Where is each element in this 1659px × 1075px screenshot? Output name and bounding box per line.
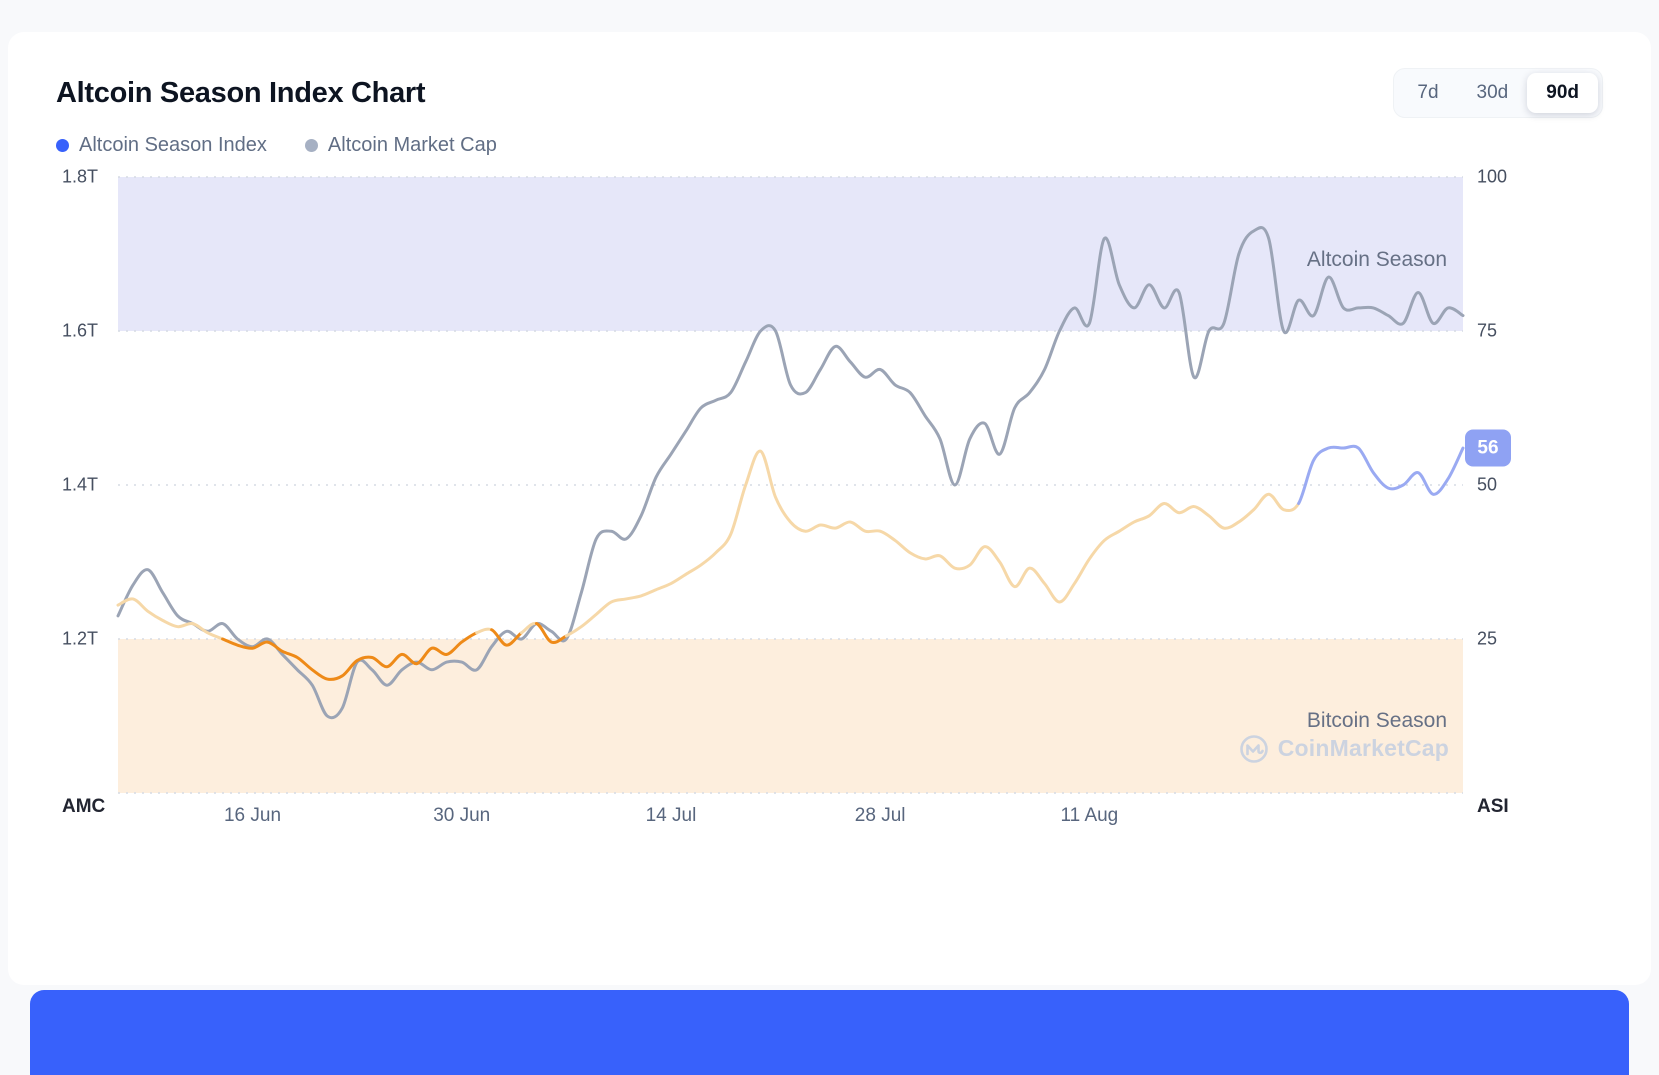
- asi-line-segment: [566, 451, 1298, 636]
- page-title: Altcoin Season Index Chart: [56, 76, 426, 109]
- altcoin-season-index-card: Altcoin Season Index Chart 7d 30d 90d Al…: [8, 32, 1651, 985]
- x-axis: 16 Jun 30 Jun 14 Jul 28 Jul 11 Aug: [118, 805, 1463, 835]
- card-header: Altcoin Season Index Chart 7d 30d 90d: [56, 68, 1603, 118]
- legend-item-altcoin-market-cap[interactable]: Altcoin Market Cap: [304, 134, 497, 157]
- y-axis-right-tick-75: 75: [1477, 320, 1498, 341]
- altcoin-season-band-label: Altcoin Season: [1306, 248, 1447, 272]
- chart-svg: [118, 177, 1463, 793]
- watermark-text: CoinMarketCap: [1277, 735, 1449, 762]
- current-value-badge: 56: [1465, 429, 1511, 467]
- chart-legend: Altcoin Season Index Altcoin Market Cap: [56, 134, 1603, 157]
- y-axis-left-title-amc: AMC: [62, 796, 106, 817]
- x-axis-label: 30 Jun: [433, 805, 491, 826]
- asi-line-segment: [492, 630, 522, 645]
- y-axis-right-title-asi: ASI: [1477, 796, 1509, 817]
- bitcoin-season-band-label: Bitcoin Season: [1306, 708, 1447, 732]
- coinmarketcap-logo-icon: [1239, 734, 1268, 763]
- x-axis-label: 16 Jun: [223, 805, 282, 826]
- legend-item-altcoin-season-index[interactable]: Altcoin Season Index: [56, 134, 267, 157]
- asi-line-segment: [1299, 446, 1463, 503]
- range-button-30d[interactable]: 30d: [1458, 73, 1528, 113]
- x-axis-label: 28 Jul: [854, 805, 906, 826]
- asi-line-segment: [536, 624, 566, 643]
- asi-line-segment: [477, 629, 492, 633]
- asi-line-segment: [118, 599, 223, 639]
- asi-line-segment: [223, 633, 477, 680]
- coinmarketcap-watermark: CoinMarketCap: [1238, 733, 1449, 765]
- footer-accent-bar: [30, 990, 1629, 1075]
- chart-area: 1.8T 1.6T 1.4T 1.2T AMC 100 75 50 25 ASI…: [56, 167, 1603, 817]
- amc-line: [118, 228, 1463, 718]
- band-0: [118, 177, 1463, 331]
- legend-label-asi: Altcoin Season Index: [79, 134, 267, 156]
- legend-dot-amc-icon: [304, 139, 318, 152]
- range-button-7d[interactable]: 7d: [1398, 73, 1457, 113]
- range-button-90d[interactable]: 90d: [1527, 73, 1598, 113]
- x-axis-label: 14 Jul: [645, 805, 697, 826]
- x-axis-label: 11 Aug: [1060, 805, 1119, 826]
- y-axis-right-tick-100: 100: [1477, 166, 1508, 187]
- y-axis-left-tick-1-8t: 1.8T: [62, 166, 99, 187]
- chart-plot-area[interactable]: Altcoin Season Bitcoin Season CoinMarket…: [118, 177, 1511, 793]
- legend-dot-asi-icon: [56, 139, 69, 152]
- y-axis-left-tick-1-4t: 1.4T: [62, 474, 99, 495]
- y-axis-left-tick-1-6t: 1.6T: [62, 320, 99, 341]
- y-axis-left-tick-1-2t: 1.2T: [62, 628, 99, 649]
- y-axis-right-tick-25: 25: [1477, 628, 1498, 649]
- range-selector: 7d 30d 90d: [1393, 68, 1603, 118]
- band-1: [118, 639, 1463, 793]
- y-axis-right-tick-50: 50: [1477, 474, 1498, 495]
- legend-label-amc: Altcoin Market Cap: [327, 134, 497, 156]
